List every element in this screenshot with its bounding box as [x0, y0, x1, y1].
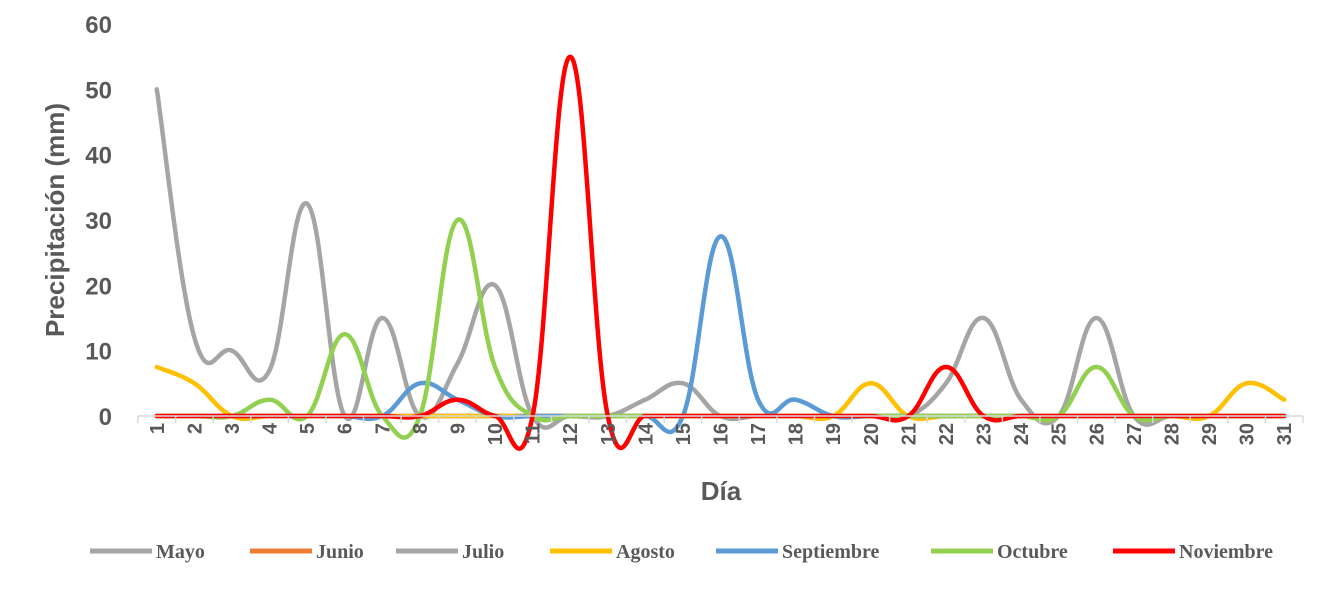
x-axis-title: Día: [701, 476, 742, 506]
x-tick-label: 25: [1049, 423, 1071, 445]
y-tick-label: 20: [85, 273, 112, 300]
legend-item: Octubre: [931, 541, 1068, 563]
x-tick-label: 22: [936, 423, 958, 445]
x-tick-label: 31: [1274, 423, 1296, 445]
series-line-septiembre: [154, 234, 1287, 435]
legend-label: Noviembre: [1179, 541, 1273, 563]
x-tick-label: 17: [748, 423, 770, 445]
x-tick-label: 24: [1011, 422, 1033, 445]
x-tick-label: 15: [673, 423, 695, 445]
x-axis: [137, 415, 1304, 423]
legend-label: Junio: [316, 541, 364, 563]
series-line-octubre: [154, 217, 1287, 440]
legend-label: Octubre: [997, 541, 1068, 563]
x-tick-label: 2: [184, 423, 206, 434]
x-tick-label: 3: [222, 423, 244, 434]
legend-item: Mayo: [90, 541, 205, 563]
legend: Mayo Junio Julio Agosto Septiembre Octubre Nov…: [90, 541, 1273, 563]
legend-item: Agosto: [550, 541, 675, 563]
x-tick-label: 29: [1199, 423, 1221, 445]
legend-item: Septiembre: [716, 541, 880, 563]
x-tick-label: 1: [147, 423, 169, 434]
y-tick-label: 40: [85, 143, 112, 170]
x-tick-label: 6: [335, 423, 357, 434]
y-tick-label: 0: [99, 404, 112, 431]
y-tick-label: 10: [85, 339, 112, 366]
x-tick-label: 8: [410, 423, 432, 434]
legend-label: Julio: [462, 541, 504, 563]
x-tick-label: 28: [1161, 423, 1183, 445]
x-tick-label: 13: [598, 423, 620, 445]
x-axis-ticks: 1 2 3 4 5 6 7 8 9 10 11 12 13 14 15 16 17 18 19 20 21 22 23 24 2…: [147, 422, 1296, 445]
x-tick-label: 5: [297, 423, 319, 434]
y-axis-title: Precipitación (mm): [40, 103, 70, 337]
x-tick-label: 16: [711, 423, 733, 445]
series-lines: [154, 54, 1287, 451]
y-axis-ticks: 0 10 20 30 40 50 60: [85, 12, 112, 431]
x-tick-label: 7: [372, 423, 394, 434]
legend-label: Mayo: [156, 541, 205, 563]
x-tick-label: 26: [1086, 423, 1108, 445]
x-tick-label: 10: [485, 423, 507, 445]
y-tick-label: 50: [85, 77, 112, 104]
x-tick-label: 12: [560, 423, 582, 445]
legend-item: Julio: [396, 541, 504, 563]
x-tick-label: 14: [635, 422, 657, 445]
x-tick-label: 11: [523, 423, 545, 444]
legend-label: Septiembre: [782, 541, 880, 563]
x-tick-label: 19: [823, 423, 845, 445]
y-tick-label: 60: [85, 12, 112, 39]
legend-item: Junio: [250, 541, 364, 563]
legend-label: Agosto: [616, 541, 675, 563]
x-tick-label: 18: [786, 423, 808, 445]
x-tick-label: 23: [974, 423, 996, 445]
x-tick-label: 30: [1237, 423, 1259, 445]
x-tick-label: 4: [260, 422, 282, 434]
x-tick-label: 21: [898, 423, 920, 445]
y-tick-label: 30: [85, 208, 112, 235]
x-tick-label: 27: [1124, 423, 1146, 445]
x-tick-label: 20: [861, 423, 883, 445]
legend-item: Noviembre: [1113, 541, 1273, 563]
x-tick-label: 9: [447, 423, 469, 434]
